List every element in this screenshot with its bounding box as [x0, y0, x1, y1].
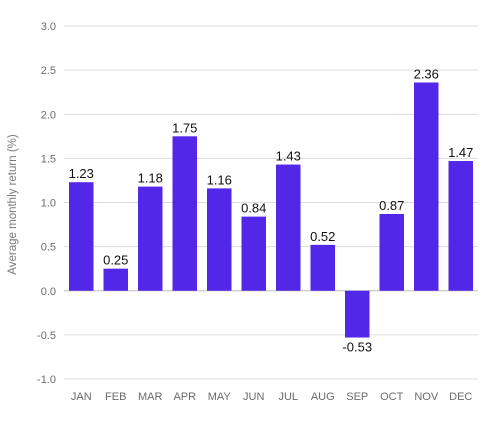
x-tick-label: APR: [173, 391, 196, 403]
x-tick-label: MAR: [138, 391, 163, 403]
bar-jun: [241, 216, 266, 291]
x-tick-label: NOV: [414, 391, 439, 403]
y-tick-label: 1.0: [41, 198, 56, 210]
bar-oct: [379, 213, 404, 291]
y-tick-label: -0.5: [37, 330, 56, 342]
bar-sep: [345, 290, 370, 338]
y-tick-label: 0.5: [41, 242, 56, 254]
x-tick-label: AUG: [311, 391, 335, 403]
x-tick-label: JUL: [278, 391, 298, 403]
bar-feb: [103, 268, 128, 291]
y-axis-tick-labels: -1.0 -0.5 0.0 0.5 1.0 1.5 2.0 2.5 3.0: [37, 21, 56, 386]
data-label: 1.23: [69, 166, 94, 181]
bar-nov: [414, 82, 439, 291]
data-label: 1.16: [207, 172, 232, 187]
y-tick-label: 2.0: [41, 109, 56, 121]
bar-jan: [69, 182, 94, 291]
bar-mar: [138, 186, 163, 291]
data-label: 1.18: [138, 171, 163, 186]
data-label: -0.53: [342, 340, 372, 355]
bar-aug: [310, 244, 335, 291]
data-label: 0.25: [103, 253, 128, 268]
x-tick-label: JUN: [243, 391, 264, 403]
data-label: 2.36: [414, 66, 439, 81]
data-label: 1.43: [276, 149, 301, 164]
x-tick-label: MAY: [208, 391, 232, 403]
data-labels: 1.23 0.25 1.18 1.75 1.16 0.84 1.43 0.52 -0.53 0.8…: [69, 66, 474, 354]
bar-apr: [172, 136, 197, 291]
bars: [69, 82, 473, 338]
x-axis-tick-labels: JAN FEB MAR APR MAY JUN JUL AUG SEP OCT NOV DEC: [71, 391, 473, 403]
data-label: 0.52: [310, 229, 335, 244]
y-tick-label: -1.0: [37, 374, 56, 386]
data-label: 0.87: [379, 198, 404, 213]
bar-may: [207, 188, 232, 291]
x-tick-label: JAN: [71, 391, 92, 403]
x-tick-label: OCT: [380, 391, 404, 403]
y-tick-label: 1.5: [41, 153, 56, 165]
x-tick-label: FEB: [105, 391, 126, 403]
y-tick-label: 0.0: [41, 286, 56, 298]
gridlines: [64, 25, 478, 380]
data-label: 1.75: [172, 120, 197, 135]
data-label: 0.84: [241, 201, 266, 216]
x-tick-label: SEP: [346, 391, 368, 403]
x-tick-label: DEC: [449, 391, 472, 403]
y-tick-label: 3.0: [41, 21, 56, 33]
y-tick-label: 2.5: [41, 65, 56, 77]
data-label: 1.47: [448, 145, 473, 160]
y-axis-title: Average monthly return (%): [7, 134, 19, 275]
bar-jul: [276, 164, 301, 291]
bar-dec: [448, 161, 473, 291]
